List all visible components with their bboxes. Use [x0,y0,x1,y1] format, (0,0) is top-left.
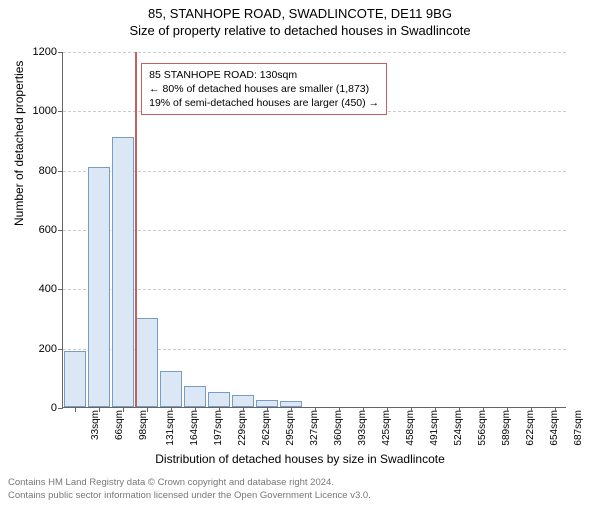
gridline [63,52,566,53]
y-axis-label: Number of detached properties [12,61,26,226]
xtick-mark [507,407,508,412]
footer-attribution: Contains HM Land Registry data © Crown c… [8,477,371,502]
xtick-mark [411,407,412,412]
ytick-label: 800 [39,165,57,177]
ytick-mark [58,349,63,350]
xtick-mark [75,407,76,412]
ytick-mark [58,408,63,409]
annotation-line: ← 80% of detached houses are smaller (1,… [149,82,379,96]
xtick-mark [219,407,220,412]
histogram-bar [208,392,231,407]
xtick-label: 262sqm [261,410,272,446]
xtick-mark [123,407,124,412]
histogram-bar [256,400,279,407]
xtick-label: 622sqm [525,410,536,446]
ytick-label: 1000 [33,105,57,117]
histogram-bar [136,318,159,407]
ytick-mark [58,52,63,53]
histogram-bar [184,386,207,407]
histogram-bar [112,137,135,407]
xtick-label: 524sqm [453,410,464,446]
xtick-mark [363,407,364,412]
ytick-mark [58,230,63,231]
ytick-label: 600 [39,224,57,236]
xtick-label: 360sqm [333,410,344,446]
annotation-line: 19% of semi-detached houses are larger (… [149,96,379,110]
ytick-mark [58,289,63,290]
annotation-box: 85 STANHOPE ROAD: 130sqm ← 80% of detach… [141,63,387,116]
gridline [63,171,566,172]
page-subtitle: Size of property relative to detached ho… [0,23,600,38]
xtick-label: 295sqm [285,410,296,446]
xtick-mark [387,407,388,412]
xtick-label: 589sqm [501,410,512,446]
xtick-label: 66sqm [114,410,125,440]
xtick-label: 654sqm [549,410,560,446]
histogram-bar [232,395,255,407]
xtick-mark [339,407,340,412]
xtick-mark [99,407,100,412]
gridline [63,230,566,231]
property-marker-line [135,52,137,407]
xtick-label: 33sqm [90,410,101,440]
xtick-label: 491sqm [429,410,440,446]
ytick-label: 1200 [33,46,57,58]
xtick-mark [195,407,196,412]
xtick-label: 687sqm [573,410,584,446]
xtick-label: 98sqm [138,410,149,440]
xtick-label: 197sqm [213,410,224,446]
xtick-label: 164sqm [189,410,200,446]
xtick-label: 425sqm [381,410,392,446]
xtick-mark [531,407,532,412]
xtick-label: 458sqm [405,410,416,446]
histogram-bar [64,351,87,407]
xtick-label: 229sqm [237,410,248,446]
page-title: 85, STANHOPE ROAD, SWADLINCOTE, DE11 9BG [0,6,600,21]
xtick-label: 556sqm [477,410,488,446]
ytick-label: 0 [51,402,57,414]
footer-line: Contains public sector information licen… [8,490,371,502]
xtick-mark [483,407,484,412]
ytick-mark [58,111,63,112]
ytick-mark [58,171,63,172]
xtick-label: 393sqm [357,410,368,446]
xtick-label: 327sqm [309,410,320,446]
ytick-label: 400 [39,283,57,295]
xtick-mark [315,407,316,412]
ytick-label: 200 [39,343,57,355]
histogram-bar [88,167,111,407]
xtick-mark [555,407,556,412]
xtick-mark [435,407,436,412]
footer-line: Contains HM Land Registry data © Crown c… [8,477,371,489]
xtick-mark [459,407,460,412]
histogram-bar [160,371,183,407]
xtick-mark [171,407,172,412]
xtick-label: 131sqm [165,410,176,446]
xtick-mark [291,407,292,412]
gridline [63,289,566,290]
annotation-line: 85 STANHOPE ROAD: 130sqm [149,68,379,82]
plot-area: 02004006008001000120033sqm66sqm98sqm131s… [62,52,566,408]
xtick-mark [147,407,148,412]
xtick-mark [267,407,268,412]
x-axis-label: Distribution of detached houses by size … [0,452,600,466]
xtick-mark [243,407,244,412]
chart-container: 85, STANHOPE ROAD, SWADLINCOTE, DE11 9BG… [0,6,600,506]
